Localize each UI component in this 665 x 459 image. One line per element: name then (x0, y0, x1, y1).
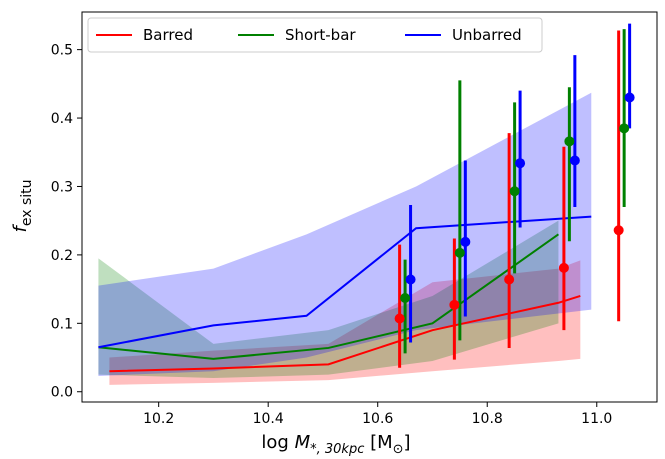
short-bar-point (454, 247, 465, 258)
x-tick-label: 10.8 (472, 411, 503, 427)
legend-label-barred: Barred (143, 26, 193, 44)
y-axis: 0.0 0.1 0.2 0.3 0.4 0.5 (51, 43, 82, 401)
legend-label-short-bar: Short-bar (285, 26, 356, 44)
barred-point (558, 262, 569, 273)
y-tick-label: 0.1 (51, 316, 73, 332)
legend-box (87, 17, 543, 53)
x-axis: 10.2 10.4 10.6 10.8 11.0 (143, 402, 612, 427)
legend-label-unbarred: Unbarred (452, 26, 522, 44)
unbarred-point (515, 158, 526, 169)
short-bar-point (400, 293, 411, 303)
y-axis-label: fex situ (10, 180, 35, 233)
unbarred-point (405, 274, 416, 285)
short-bar-point (564, 136, 575, 147)
plot-frame (81, 11, 658, 403)
data-points (394, 92, 635, 324)
y-tick-label: 0.4 (51, 111, 73, 127)
y-tick-label: 0.3 (51, 179, 73, 195)
y-tick-label: 0.5 (51, 43, 73, 59)
x-axis-label: log M*, 30kpc [M⊙] (261, 432, 410, 457)
y-tick-label: 0.0 (51, 385, 73, 401)
y-tick-label: 0.2 (51, 248, 73, 264)
barred-point (504, 274, 515, 285)
confidence-bands (98, 92, 592, 385)
barred-point (613, 225, 624, 236)
short-bar-median-line (98, 233, 560, 360)
barred-band (109, 260, 581, 385)
x-tick-label: 11.0 (581, 411, 612, 427)
x-tick-label: 10.6 (362, 411, 393, 427)
x-tick-label: 10.2 (143, 411, 174, 427)
x-tick-label: 10.4 (253, 411, 284, 427)
unbarred-point (460, 236, 471, 247)
legend: Barred Short-bar Unbarred (87, 17, 543, 53)
error-bars (398, 23, 632, 368)
barred-point (449, 299, 460, 310)
median-lines (98, 215, 592, 373)
barred-point (394, 313, 405, 324)
unbarred-point (569, 155, 580, 166)
unbarred-median-line (98, 215, 592, 349)
short-bar-point (619, 123, 630, 134)
barred-median-line (109, 294, 581, 373)
short-bar-band (98, 220, 559, 379)
unbarred-band (98, 92, 592, 376)
short-bar-point (509, 186, 520, 197)
unbarred-point (624, 92, 635, 103)
